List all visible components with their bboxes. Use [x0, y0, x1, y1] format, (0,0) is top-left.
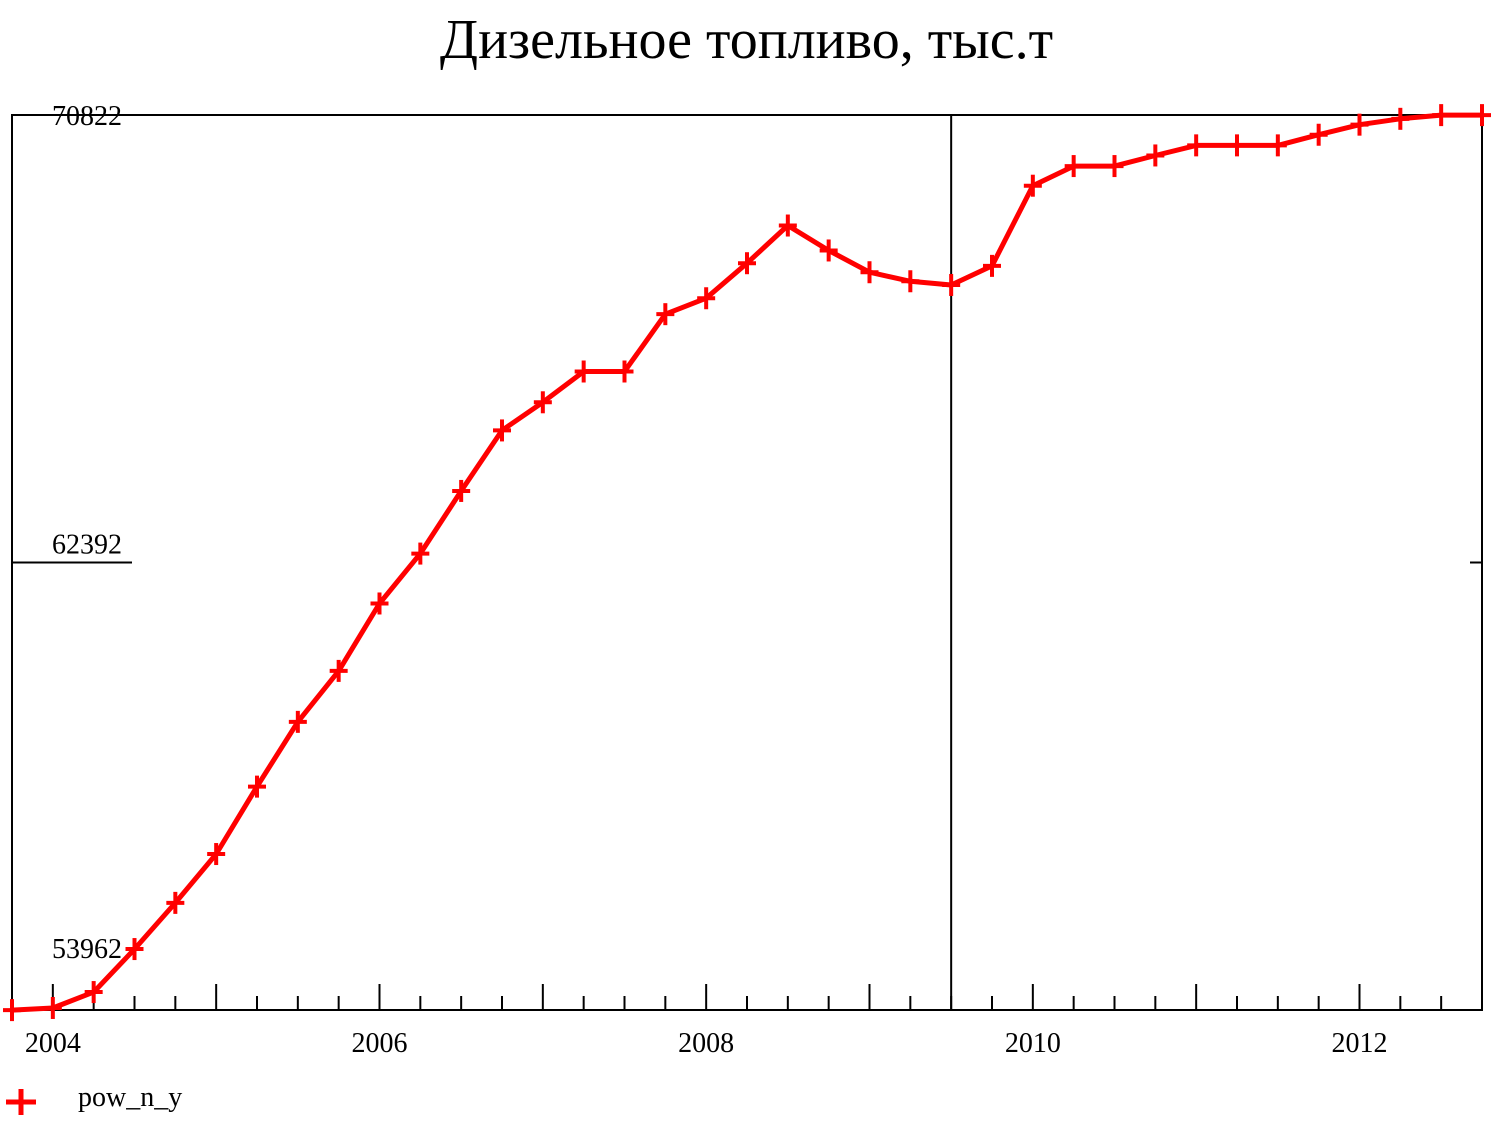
data-point-marker [1309, 123, 1328, 146]
data-point-marker [125, 938, 144, 961]
x-tick-label: 2004 [25, 1028, 81, 1059]
x-tick-label: 2008 [678, 1028, 734, 1059]
legend: pow_n_y [6, 1082, 182, 1115]
data-point-marker [860, 261, 879, 284]
data-point-marker [1350, 113, 1369, 136]
y-axis-ticks: 53962 62392 70822 [12, 101, 1482, 1011]
data-point-marker [3, 999, 21, 1022]
x-tick-label: 2012 [1332, 1028, 1388, 1059]
data-point-marker [452, 479, 471, 502]
data-point-marker [370, 592, 389, 615]
data-point-marker [738, 252, 756, 275]
data-point-marker [1146, 144, 1165, 167]
data-point-marker [942, 273, 961, 296]
legend-label: pow_n_y [78, 1082, 182, 1113]
data-point-marker [1064, 155, 1083, 178]
data-point-marker [288, 710, 307, 733]
data-point-marker [1105, 155, 1124, 178]
data-point-marker [901, 270, 920, 293]
plot-frame [11, 114, 1483, 1011]
series-line-pow_n_y [11, 112, 1482, 1013]
data-point-marker [329, 659, 348, 682]
data-point-marker [248, 775, 266, 798]
series-markers [3, 104, 1491, 1022]
x-axis-ticks: 2004 2006 2008 2010 2012 [11, 984, 1483, 1059]
data-point-marker [1432, 104, 1451, 127]
data-point-marker [615, 360, 634, 383]
data-point-marker [1391, 107, 1410, 130]
data-point-marker [1187, 134, 1206, 157]
x-tick-label: 2006 [352, 1028, 408, 1059]
data-point-marker [493, 419, 511, 442]
data-point-marker [1473, 104, 1491, 127]
y-tick-label: 53962 [52, 934, 122, 965]
data-point-marker [697, 287, 716, 310]
data-point-marker [166, 891, 185, 914]
data-point-marker [1023, 174, 1042, 197]
data-point-marker [574, 360, 593, 383]
data-point-marker [1228, 134, 1246, 157]
chart-title: Дизельное топливо, тыс.т [439, 9, 1054, 71]
data-point-marker [411, 542, 430, 565]
data-point-marker [778, 214, 797, 237]
x-tick-label: 2010 [1005, 1028, 1061, 1059]
y-tick-label: 70822 [52, 101, 122, 132]
y-tick-label: 62392 [52, 530, 122, 561]
data-point-marker [84, 981, 103, 1004]
data-point-marker [207, 843, 226, 866]
data-point-marker [1268, 134, 1287, 157]
data-point-marker [533, 391, 552, 414]
data-point-marker [656, 303, 675, 326]
data-point-marker [819, 239, 838, 262]
data-point-marker [43, 996, 62, 1019]
data-point-marker [983, 254, 1001, 277]
